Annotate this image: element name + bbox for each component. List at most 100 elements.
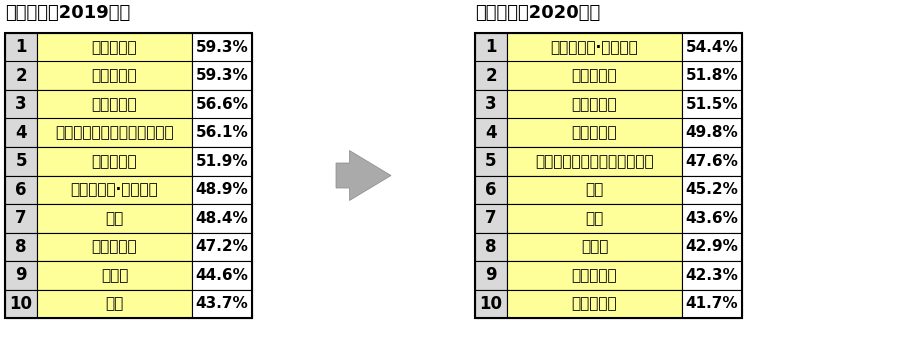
- Text: 10: 10: [10, 295, 32, 313]
- Bar: [682, 204, 742, 232]
- Text: 44.6%: 44.6%: [195, 268, 248, 283]
- Bar: [475, 118, 507, 147]
- Text: 9: 9: [15, 266, 27, 284]
- Text: 医師: 医師: [585, 211, 604, 226]
- Bar: [475, 61, 507, 90]
- Text: 3: 3: [15, 95, 27, 113]
- Polygon shape: [336, 151, 391, 200]
- Bar: [5, 261, 37, 290]
- Text: 第１８次（2020年）: 第１８次（2020年）: [475, 4, 600, 22]
- Bar: [37, 118, 192, 147]
- Bar: [475, 90, 507, 118]
- Bar: [507, 90, 682, 118]
- Text: 43.6%: 43.6%: [686, 211, 738, 226]
- Bar: [507, 118, 682, 147]
- Bar: [192, 118, 252, 147]
- Bar: [37, 175, 192, 204]
- Text: 59.3%: 59.3%: [195, 68, 248, 83]
- Text: 51.9%: 51.9%: [195, 154, 248, 169]
- Bar: [192, 90, 252, 118]
- Bar: [192, 232, 252, 261]
- Bar: [682, 175, 742, 204]
- Bar: [475, 204, 507, 232]
- Bar: [682, 290, 742, 318]
- Bar: [682, 33, 742, 61]
- Text: 2: 2: [485, 67, 497, 85]
- Bar: [682, 118, 742, 147]
- Bar: [192, 261, 252, 290]
- Bar: [37, 147, 192, 175]
- Text: 1: 1: [15, 38, 27, 56]
- Text: 43.7%: 43.7%: [195, 296, 248, 311]
- Text: 6: 6: [15, 181, 27, 199]
- Text: 47.2%: 47.2%: [195, 239, 248, 254]
- Text: 59.3%: 59.3%: [195, 40, 248, 55]
- Bar: [682, 147, 742, 175]
- Text: 第１７次（2019年）: 第１７次（2019年）: [5, 4, 130, 22]
- Text: 介護福祉士: 介護福祉士: [572, 268, 617, 283]
- Bar: [507, 232, 682, 261]
- Bar: [507, 175, 682, 204]
- Bar: [5, 90, 37, 118]
- Bar: [37, 61, 192, 90]
- Text: 41.7%: 41.7%: [686, 296, 738, 311]
- Bar: [5, 147, 37, 175]
- Bar: [192, 33, 252, 61]
- Text: 言語聴覚士: 言語聴覚士: [572, 97, 617, 112]
- Text: 1: 1: [485, 38, 497, 56]
- Bar: [682, 90, 742, 118]
- Text: 介護福祉士: 介護福祉士: [92, 239, 138, 254]
- Bar: [192, 175, 252, 204]
- Text: 看護師: 看護師: [101, 268, 128, 283]
- Bar: [192, 290, 252, 318]
- Text: 理学療法士: 理学療法士: [92, 97, 138, 112]
- Bar: [507, 33, 682, 61]
- Bar: [475, 175, 507, 204]
- Text: 8: 8: [15, 238, 27, 256]
- Bar: [5, 33, 252, 318]
- Bar: [5, 175, 37, 204]
- Bar: [475, 261, 507, 290]
- Bar: [475, 290, 507, 318]
- Text: 9: 9: [485, 266, 497, 284]
- Bar: [475, 33, 507, 61]
- Bar: [192, 204, 252, 232]
- Text: 45.2%: 45.2%: [686, 182, 738, 197]
- Text: 5: 5: [15, 152, 27, 170]
- Text: 47.6%: 47.6%: [686, 154, 738, 169]
- Bar: [37, 261, 192, 290]
- Text: 7: 7: [15, 209, 27, 227]
- Text: 理学療法士: 理学療法士: [572, 125, 617, 140]
- Text: レクリエーショントレーナー: レクリエーショントレーナー: [536, 154, 653, 169]
- Text: 49.8%: 49.8%: [686, 125, 738, 140]
- Text: 作業療法士: 作業療法士: [92, 40, 138, 55]
- Text: 56.1%: 56.1%: [195, 125, 248, 140]
- Bar: [507, 147, 682, 175]
- Text: 51.5%: 51.5%: [686, 97, 738, 112]
- Bar: [37, 33, 192, 61]
- Bar: [475, 33, 742, 318]
- Text: 48.9%: 48.9%: [195, 182, 248, 197]
- Bar: [37, 232, 192, 261]
- Text: 8: 8: [485, 238, 497, 256]
- Text: 地域連携室: 地域連携室: [92, 154, 138, 169]
- Text: 作業療法士: 作業療法士: [572, 68, 617, 83]
- Text: 5: 5: [485, 152, 497, 170]
- Bar: [682, 232, 742, 261]
- Text: 7: 7: [485, 209, 497, 227]
- Bar: [507, 290, 682, 318]
- Bar: [682, 61, 742, 90]
- Text: 3: 3: [485, 95, 497, 113]
- Text: レクリエーショントレーナー: レクリエーショントレーナー: [55, 125, 174, 140]
- Text: 入浴: 入浴: [105, 211, 123, 226]
- Bar: [37, 90, 192, 118]
- Text: 介護医療院·ケアマネ: 介護医療院·ケアマネ: [70, 182, 158, 197]
- Text: 介護医療院·ケアマネ: 介護医療院·ケアマネ: [551, 40, 638, 55]
- Text: 56.6%: 56.6%: [195, 97, 248, 112]
- Bar: [5, 33, 37, 61]
- Bar: [192, 147, 252, 175]
- Text: 42.9%: 42.9%: [686, 239, 738, 254]
- Bar: [475, 147, 507, 175]
- Text: 2: 2: [15, 67, 27, 85]
- Bar: [507, 261, 682, 290]
